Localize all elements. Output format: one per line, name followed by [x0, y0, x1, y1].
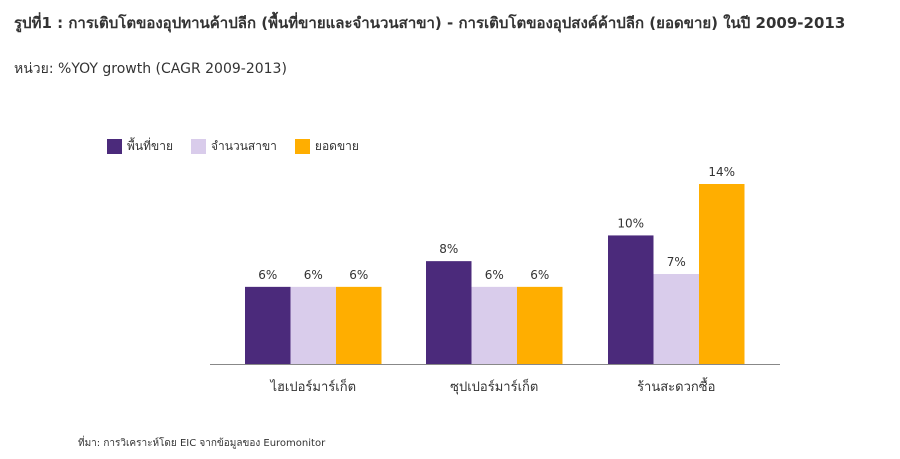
- bar: [336, 286, 382, 364]
- source-note: ที่มา: การวิเคราะห์โดย EIC จากข้อมูลของ …: [78, 438, 326, 449]
- page-title: รูปที่1 : การเติบโตของอุปทานค้าปลีก (พื้…: [14, 14, 846, 32]
- chart-legend: พื้นที่ขาย จำนวนสาขา ยอดขาย: [107, 137, 377, 156]
- legend-label: พื้นที่ขาย: [127, 139, 173, 153]
- bar: [290, 286, 336, 364]
- data-label: 6%: [530, 268, 549, 282]
- data-label: 14%: [708, 165, 735, 179]
- x-tick-label: ซุปเปอร์มาร์เก็ต: [450, 377, 538, 395]
- legend-item-sales: ยอดขาย: [294, 137, 359, 156]
- chart-unit-label: หน่วย: %YOY growth (CAGR 2009-2013): [14, 61, 287, 77]
- bar: [517, 286, 563, 364]
- bar: [653, 274, 699, 364]
- legend-label: จำนวนสาขา: [211, 139, 277, 153]
- bar: [699, 184, 745, 364]
- data-label: 6%: [304, 268, 323, 282]
- bar: [471, 286, 517, 364]
- data-label: 8%: [439, 242, 458, 256]
- data-label: 10%: [617, 216, 644, 230]
- data-label: 6%: [258, 268, 277, 282]
- legend-swatch: [191, 139, 206, 154]
- legend-label: ยอดขาย: [314, 139, 359, 153]
- legend-swatch: [107, 139, 122, 154]
- data-label: 6%: [485, 268, 504, 282]
- x-tick-label: ร้านสะดวกซื้อ: [637, 377, 715, 395]
- legend-item-sales-area: พื้นที่ขาย: [107, 137, 173, 156]
- x-tick-label: ไฮเปอร์มาร์เก็ต: [269, 377, 356, 395]
- data-label: 7%: [667, 255, 686, 269]
- bar: [608, 235, 654, 364]
- data-label: 6%: [349, 268, 368, 282]
- bar: [426, 261, 472, 364]
- bar: [245, 286, 291, 364]
- legend-swatch: [294, 139, 310, 154]
- legend-item-branches: จำนวนสาขา: [191, 137, 277, 156]
